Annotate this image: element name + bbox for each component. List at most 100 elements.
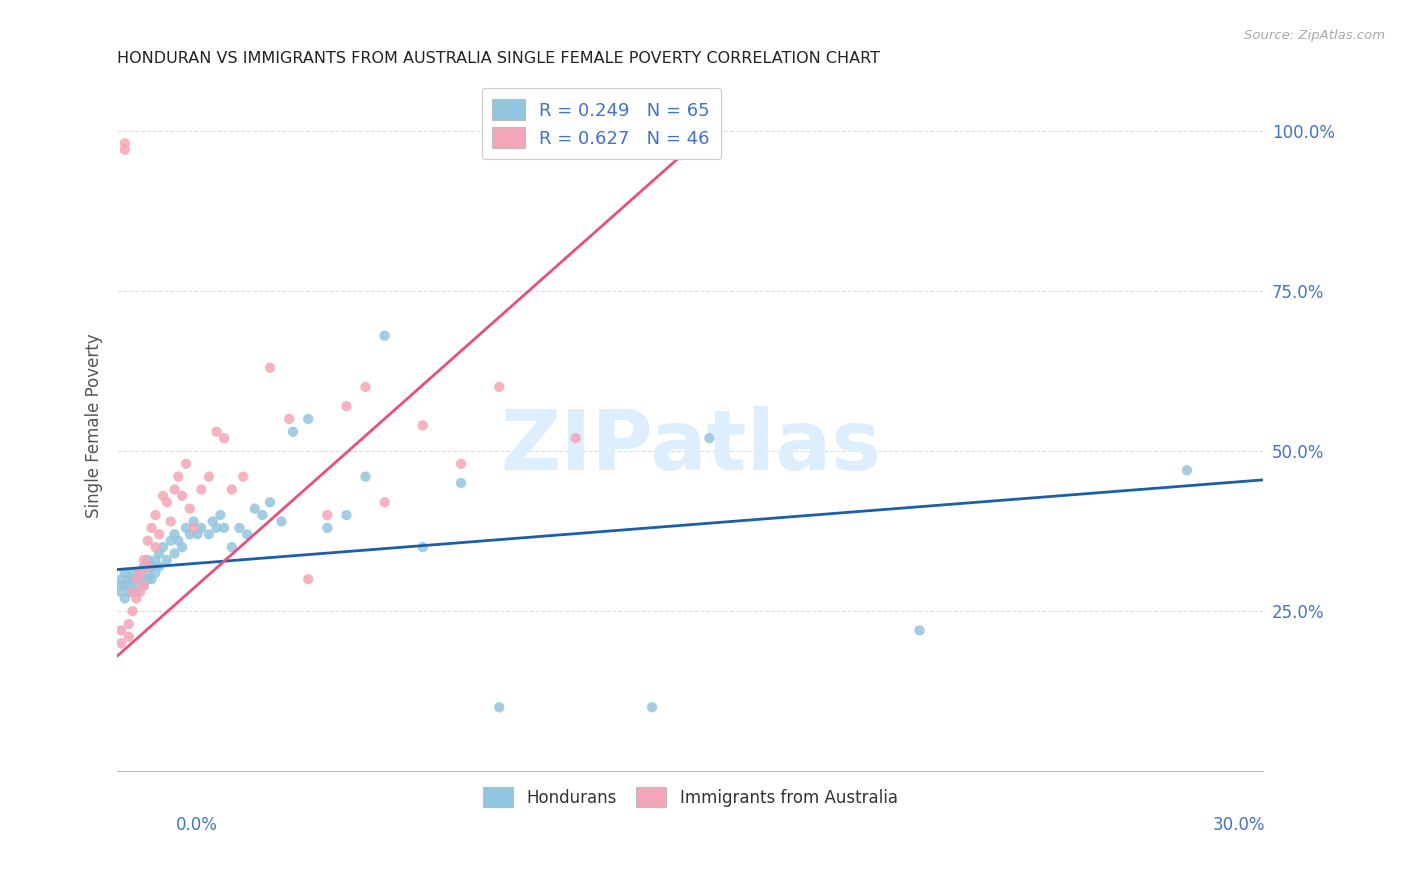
Point xyxy=(354,380,377,394)
Point xyxy=(641,700,664,714)
Point xyxy=(183,515,205,529)
Point xyxy=(152,489,174,503)
Point xyxy=(148,527,170,541)
Point xyxy=(129,572,152,586)
Point xyxy=(221,540,243,554)
Point xyxy=(141,559,163,574)
Point xyxy=(335,399,357,413)
Point xyxy=(136,572,159,586)
Point xyxy=(908,624,931,638)
Point xyxy=(159,515,181,529)
Point xyxy=(159,533,181,548)
Point xyxy=(114,578,136,592)
Point xyxy=(118,630,141,644)
Point xyxy=(488,700,510,714)
Point xyxy=(179,527,201,541)
Point xyxy=(297,412,319,426)
Point xyxy=(148,559,170,574)
Point xyxy=(121,585,143,599)
Point xyxy=(114,566,136,580)
Point xyxy=(179,501,201,516)
Point xyxy=(125,578,148,592)
Point xyxy=(167,469,190,483)
Point xyxy=(205,425,228,439)
Point xyxy=(190,483,212,497)
Point xyxy=(145,566,167,580)
Point xyxy=(141,572,163,586)
Point xyxy=(110,572,132,586)
Text: 0.0%: 0.0% xyxy=(176,815,218,833)
Point xyxy=(125,572,148,586)
Point xyxy=(156,495,179,509)
Point xyxy=(136,533,159,548)
Point xyxy=(278,412,301,426)
Point xyxy=(114,591,136,606)
Point xyxy=(121,566,143,580)
Point xyxy=(136,566,159,580)
Point xyxy=(281,425,304,439)
Point xyxy=(316,521,339,535)
Point xyxy=(374,328,396,343)
Point xyxy=(132,578,155,592)
Point xyxy=(221,483,243,497)
Point xyxy=(114,136,136,151)
Point xyxy=(125,585,148,599)
Text: HONDURAN VS IMMIGRANTS FROM AUSTRALIA SINGLE FEMALE POVERTY CORRELATION CHART: HONDURAN VS IMMIGRANTS FROM AUSTRALIA SI… xyxy=(117,51,880,66)
Text: ZIPatlas: ZIPatlas xyxy=(499,406,880,487)
Point xyxy=(156,553,179,567)
Point xyxy=(450,457,472,471)
Point xyxy=(297,572,319,586)
Point xyxy=(118,617,141,632)
Point xyxy=(374,495,396,509)
Point xyxy=(152,540,174,554)
Point xyxy=(236,527,259,541)
Point xyxy=(699,431,721,445)
Point xyxy=(163,483,186,497)
Point xyxy=(183,521,205,535)
Point xyxy=(172,540,194,554)
Point xyxy=(316,508,339,522)
Point xyxy=(163,547,186,561)
Point xyxy=(186,527,208,541)
Point xyxy=(121,585,143,599)
Point xyxy=(228,521,250,535)
Point xyxy=(354,469,377,483)
Point xyxy=(118,578,141,592)
Point xyxy=(129,585,152,599)
Point xyxy=(145,508,167,522)
Point xyxy=(148,547,170,561)
Point xyxy=(243,501,266,516)
Text: Source: ZipAtlas.com: Source: ZipAtlas.com xyxy=(1244,29,1385,42)
Point xyxy=(167,533,190,548)
Point xyxy=(132,553,155,567)
Point xyxy=(270,515,292,529)
Point xyxy=(201,515,224,529)
Point xyxy=(136,553,159,567)
Point xyxy=(118,585,141,599)
Point xyxy=(110,624,132,638)
Point xyxy=(172,489,194,503)
Point xyxy=(145,553,167,567)
Point xyxy=(198,469,221,483)
Point xyxy=(259,495,281,509)
Point xyxy=(132,578,155,592)
Text: 30.0%: 30.0% xyxy=(1213,815,1265,833)
Point xyxy=(129,566,152,580)
Point xyxy=(174,521,197,535)
Point xyxy=(114,143,136,157)
Point xyxy=(145,540,167,554)
Point xyxy=(412,540,434,554)
Y-axis label: Single Female Poverty: Single Female Poverty xyxy=(86,333,103,517)
Point xyxy=(121,572,143,586)
Point xyxy=(125,591,148,606)
Point xyxy=(259,360,281,375)
Point xyxy=(136,559,159,574)
Point xyxy=(232,469,254,483)
Point xyxy=(412,418,434,433)
Point xyxy=(488,380,510,394)
Point xyxy=(141,521,163,535)
Point xyxy=(212,431,235,445)
Point xyxy=(252,508,274,522)
Point xyxy=(450,476,472,491)
Point xyxy=(190,521,212,535)
